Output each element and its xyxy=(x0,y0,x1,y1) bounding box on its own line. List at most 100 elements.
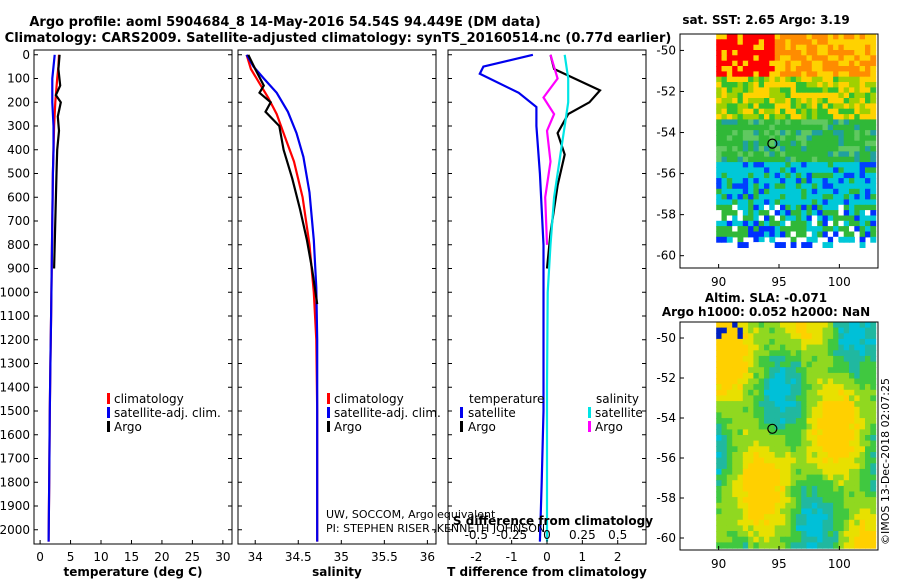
map-cell xyxy=(843,92,850,99)
map-cell xyxy=(870,542,877,549)
map-cell xyxy=(811,355,818,363)
map-cell xyxy=(753,220,760,227)
map-cell xyxy=(785,108,792,115)
map-cell xyxy=(758,60,765,67)
map-cell xyxy=(769,412,776,419)
map-cell xyxy=(822,220,829,227)
map-cell xyxy=(721,412,728,419)
map-cell xyxy=(742,135,749,142)
map-cell xyxy=(838,87,845,94)
map-cell xyxy=(769,384,776,391)
map-cell xyxy=(811,236,818,243)
map-cell xyxy=(742,344,749,351)
map-cell xyxy=(833,355,839,363)
map-cell xyxy=(716,333,723,340)
map-cell xyxy=(742,204,749,211)
x-tick-label: 2 xyxy=(614,550,622,564)
map-cell xyxy=(758,194,765,200)
map-cell xyxy=(827,210,834,216)
map-cell xyxy=(758,44,765,51)
map-cell xyxy=(726,34,733,40)
map-cell xyxy=(726,452,733,459)
map-cell xyxy=(865,333,871,340)
map-cell xyxy=(764,66,770,72)
map-cell xyxy=(870,162,877,168)
map-cell xyxy=(801,156,808,163)
map-cell xyxy=(801,531,808,538)
map-cell xyxy=(865,87,871,94)
map-cell xyxy=(785,384,792,391)
map-cell xyxy=(833,167,839,174)
map-cell xyxy=(827,327,834,334)
map-cell xyxy=(726,162,733,168)
map-cell xyxy=(865,140,871,147)
map-cell xyxy=(843,183,850,190)
map-cell xyxy=(737,236,744,243)
map-cell xyxy=(811,220,818,227)
map-cell xyxy=(790,220,797,227)
map-cell xyxy=(827,199,834,206)
map-cell xyxy=(764,188,770,195)
map-cell xyxy=(790,114,797,120)
map-cell xyxy=(726,130,733,136)
map-cell xyxy=(870,98,877,104)
map-cell xyxy=(753,39,760,46)
map-cell xyxy=(859,536,866,543)
map-cell xyxy=(859,210,866,216)
map-cell xyxy=(859,502,866,510)
map-cell xyxy=(753,542,760,549)
legend-header-temperature: temperature xyxy=(469,392,544,406)
map-cell xyxy=(817,60,824,67)
map-cell xyxy=(753,108,760,115)
map-cell xyxy=(849,350,855,357)
map-cell xyxy=(833,124,839,131)
map-cell xyxy=(716,34,723,40)
map-cell xyxy=(780,172,786,179)
x-tick-label: 15 xyxy=(124,550,139,564)
map-cell xyxy=(774,367,781,374)
map-cell xyxy=(790,502,797,510)
map-cell xyxy=(764,50,770,56)
map-cell xyxy=(870,103,877,110)
map-cell xyxy=(780,423,786,430)
map-cell xyxy=(769,34,776,40)
map-cell xyxy=(753,355,760,363)
map-cell xyxy=(827,55,834,62)
map-cell xyxy=(795,344,802,351)
map-cell xyxy=(849,372,855,380)
map-cell xyxy=(849,34,855,40)
map-cell xyxy=(758,66,765,72)
map-cell xyxy=(817,446,824,453)
map-cell xyxy=(726,367,733,374)
map-cell xyxy=(827,108,834,115)
map-cell xyxy=(742,497,749,504)
map-cell xyxy=(827,140,834,147)
map-cell xyxy=(742,55,749,62)
map-cell xyxy=(764,60,770,67)
map-cell xyxy=(785,135,792,142)
map-cell xyxy=(758,119,765,126)
map-cell xyxy=(795,71,802,78)
map-cell xyxy=(817,172,824,179)
map-cell xyxy=(870,412,877,419)
map-cell xyxy=(806,60,813,67)
map-cell xyxy=(732,50,739,56)
map-cell xyxy=(822,395,829,402)
map-cell xyxy=(859,76,866,83)
map-cell xyxy=(785,55,792,62)
map-cell xyxy=(822,440,829,447)
map-cell xyxy=(870,130,877,136)
map-cell xyxy=(817,480,824,487)
map-cell xyxy=(870,344,877,351)
map-cell xyxy=(726,156,733,163)
map-cell xyxy=(774,114,781,120)
map-cell xyxy=(790,199,797,206)
map-cell xyxy=(843,199,850,206)
map-cell xyxy=(833,344,839,351)
map-cell xyxy=(753,215,760,222)
map-cell xyxy=(838,395,845,402)
map-cell xyxy=(780,406,786,414)
map-cell xyxy=(716,135,723,142)
map-cell xyxy=(833,135,839,142)
map-cell xyxy=(833,491,839,498)
